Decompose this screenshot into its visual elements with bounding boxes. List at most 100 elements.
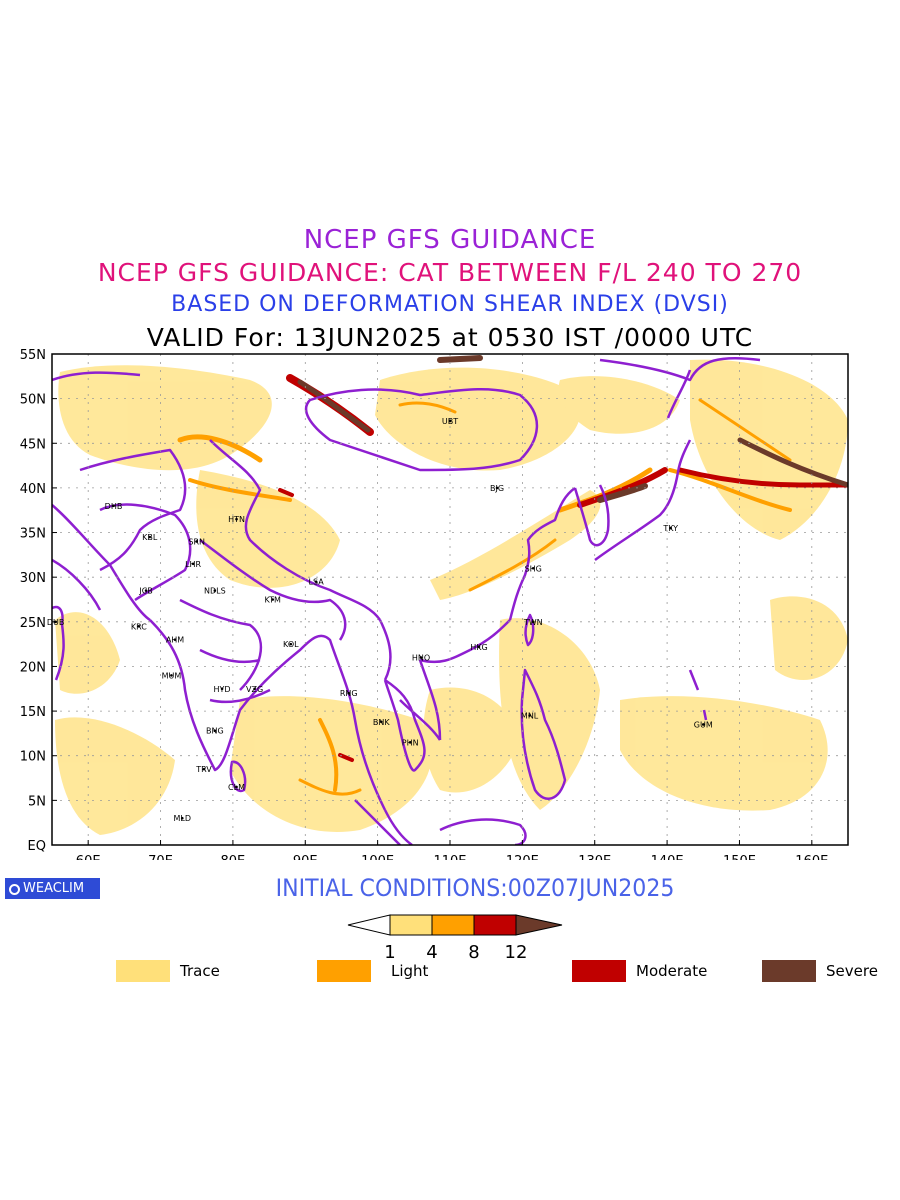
- city-dot: [271, 598, 275, 601]
- city-dot: [148, 535, 151, 539]
- colorbar-segment-trace: [389, 914, 433, 936]
- city-dot: [419, 656, 423, 659]
- colorbar-tick-1: 1: [384, 942, 395, 962]
- colorbar-segment-moderate: [473, 914, 517, 936]
- lon-label: 90E: [293, 854, 318, 860]
- lon-label: 100E: [361, 854, 394, 860]
- lat-label: 20N: [20, 660, 46, 675]
- city-dot: [213, 729, 217, 733]
- coast-borneo-sumatra: [354, 799, 527, 845]
- trace-area-philippines: [499, 618, 600, 810]
- city-label-phn: PHN: [402, 738, 419, 747]
- city-dot: [531, 620, 535, 624]
- colorbar-segment-light: [431, 914, 475, 936]
- city-label-hno: HNO: [412, 654, 430, 663]
- border-afghanistan: [99, 503, 192, 602]
- trace-area-central-asia: [58, 365, 272, 471]
- lon-label: 160E: [795, 854, 828, 860]
- legend-label-moderate: Moderate: [636, 962, 708, 980]
- legend-swatch-moderate: [572, 960, 626, 982]
- island-chain-pacific: [688, 669, 708, 721]
- city-label-lhr: LHR: [185, 560, 201, 569]
- city-label-bjg: BJG: [490, 484, 504, 493]
- coast-taiwan: [524, 613, 535, 647]
- city-label-mnl: MNL: [521, 712, 539, 721]
- lon-label: 70E: [148, 854, 173, 860]
- light-streak-pacific: [698, 398, 792, 462]
- colorbar-tick-4: 4: [426, 942, 437, 962]
- city-dot: [289, 642, 293, 646]
- lat-label: 25N: [20, 616, 46, 631]
- light-streak-andaman: [298, 778, 362, 796]
- city-label-mld: MLD: [173, 814, 191, 823]
- city-label-ahm: AHM: [166, 636, 184, 645]
- severe-band-north: [437, 355, 483, 363]
- lat-label: 50N: [20, 393, 46, 408]
- city-label-ktm: KTM: [264, 596, 281, 605]
- city-label-srn: SRN: [188, 537, 205, 546]
- lat-label: 40N: [20, 482, 46, 497]
- city-label-vzg: VZG: [246, 685, 263, 694]
- city-dot: [112, 504, 115, 508]
- coast-sri-lanka: [229, 760, 247, 793]
- city-label-mum: MUM: [162, 671, 182, 680]
- city-dot: [191, 562, 195, 566]
- city-dot: [180, 816, 184, 820]
- lat-label: 55N: [20, 348, 46, 363]
- coast-china: [508, 486, 576, 621]
- coastlines-and-borders: [52, 356, 761, 845]
- city-label-htn: HTN: [228, 515, 245, 524]
- city-dot: [170, 674, 173, 677]
- light-streak-japan-band: [668, 468, 792, 512]
- graticule: [52, 354, 848, 845]
- city-dot: [477, 645, 481, 649]
- colorbar-tick-12: 12: [505, 942, 528, 962]
- title-line-3: BASED ON DEFORMATION SHEAR INDEX (DVSI): [171, 292, 729, 317]
- weaclim-logo: WEACLIM: [5, 878, 100, 899]
- moderate-band-japan: [577, 467, 668, 508]
- colorbar-low-arrow: [347, 914, 391, 936]
- legend-label-trace: Trace: [180, 962, 220, 980]
- lat-label: 10N: [20, 750, 46, 765]
- initial-conditions-label: INITIAL CONDITIONS:00Z07JUN2025: [275, 874, 675, 902]
- legend-label-light: Light: [391, 962, 429, 980]
- city-dot: [195, 540, 199, 543]
- city-label-lsa: LSA: [309, 578, 325, 587]
- city-dot: [213, 589, 217, 592]
- moderate-band-pacific-jet: [677, 467, 848, 488]
- city-dot: [448, 419, 452, 423]
- city-label-ndls: NDLS: [204, 587, 226, 596]
- legend-swatch-trace: [116, 960, 170, 982]
- city-label-trv: TRV: [195, 765, 212, 774]
- city-dot: [495, 486, 499, 490]
- lon-label: 130E: [578, 854, 611, 860]
- city-label-hyd: HYD: [214, 685, 231, 694]
- title-line-1: NCEP GFS GUIDANCE: [303, 225, 597, 255]
- light-streak-myanmar: [318, 718, 339, 792]
- city-label-kol: KOL: [283, 640, 299, 649]
- city-dot: [314, 580, 318, 583]
- coast-korea: [573, 484, 610, 547]
- city-label-rng: RNG: [340, 689, 358, 698]
- lon-label: 140E: [651, 854, 684, 860]
- city-label-jcb: JCB: [138, 587, 152, 596]
- moderate-spot-tibet: [278, 488, 294, 497]
- light-streak-hindu-kush: [177, 434, 263, 463]
- light-streak-pamir: [188, 478, 292, 502]
- light-streak-east-china: [468, 538, 557, 592]
- city-dot: [669, 526, 673, 530]
- lat-label: 5N: [28, 794, 46, 809]
- severe-band-siberia: [297, 379, 371, 433]
- city-dot: [347, 691, 350, 695]
- trace-area-nw-pacific: [690, 359, 848, 540]
- border-central-asia: [52, 448, 187, 611]
- longitude-labels: 60E 70E 80E 90E 100E 110E 120E 130E 140E 150E 160E: [76, 840, 828, 860]
- trace-area-south-china-sea: [423, 687, 520, 793]
- border-india-states: [179, 598, 271, 704]
- city-label-ubt: UBT: [442, 417, 458, 426]
- city-dot: [408, 741, 412, 744]
- valid-time-title: VALID For: 13JUN2025 at 0530 IST /0000 U…: [146, 323, 754, 352]
- lon-label: 80E: [221, 854, 246, 860]
- lon-label: 150E: [723, 854, 756, 860]
- city-dot: [253, 687, 256, 691]
